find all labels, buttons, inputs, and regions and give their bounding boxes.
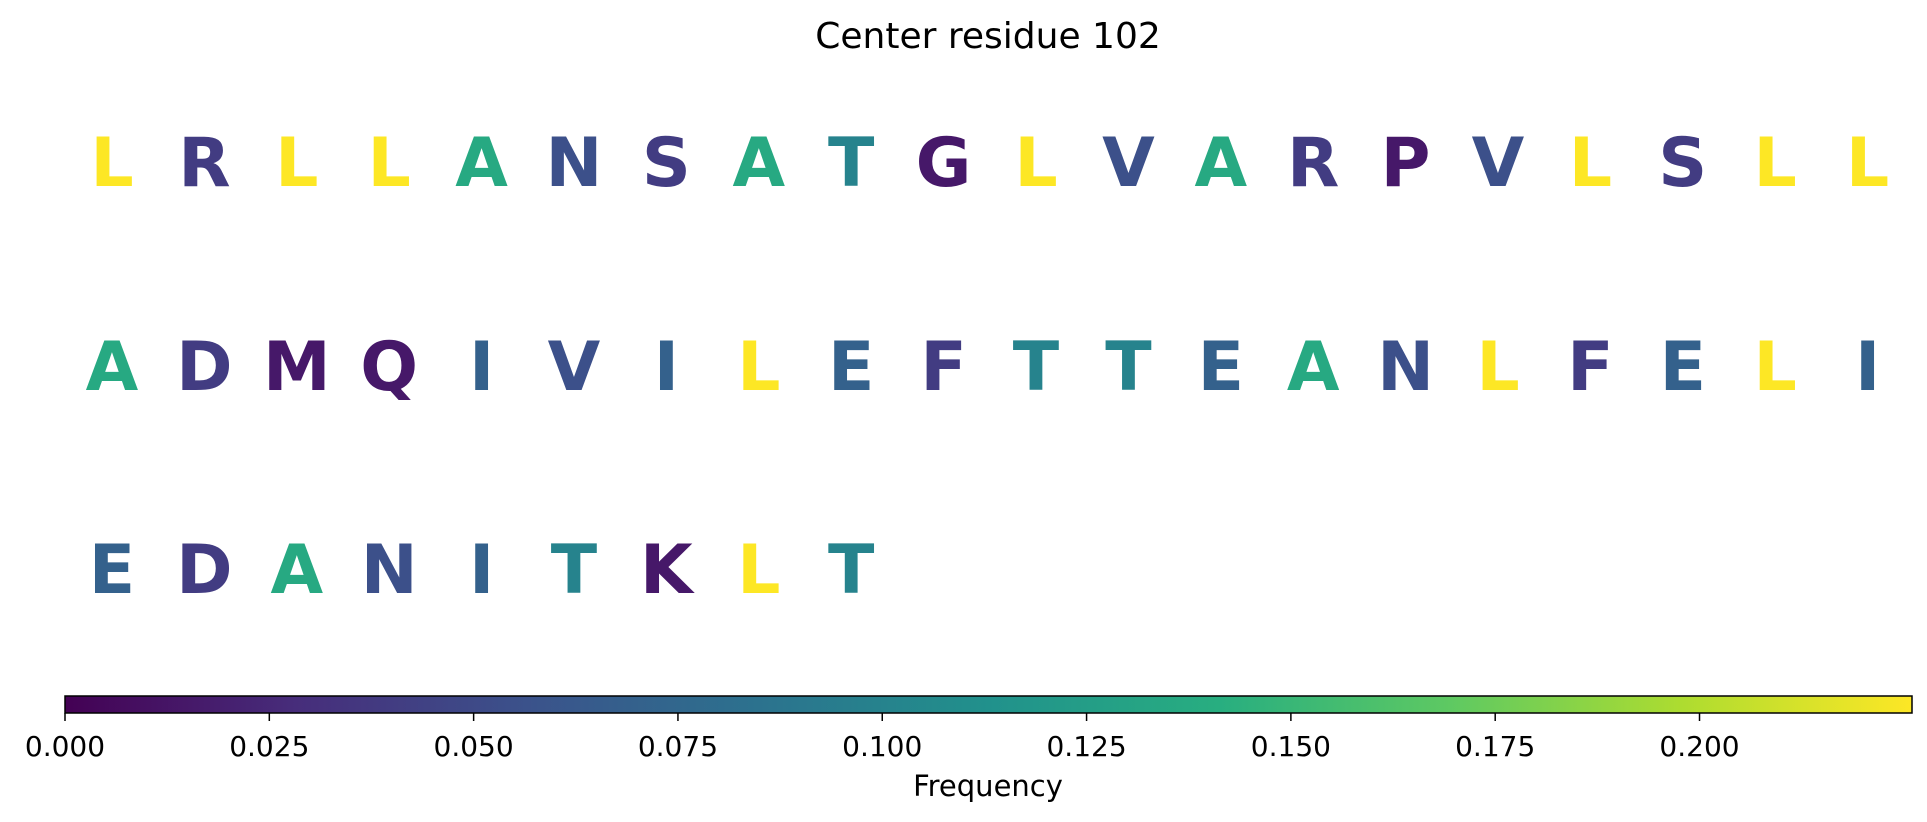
residue-17: L xyxy=(1569,124,1612,203)
residue-21: A xyxy=(86,328,139,407)
colorbar-tick-label: 0.150 xyxy=(1251,730,1331,763)
residue-26: V xyxy=(548,328,601,407)
colorbar-tick-label: 0.025 xyxy=(229,730,309,763)
colorbar-tick-label: 0.000 xyxy=(25,730,105,763)
residue-grid: L R L L A N S A T G L V A R P V L S L LA D M Q I V I L E F T T E A N L F E L I… xyxy=(86,124,1890,610)
residue-16: V xyxy=(1472,124,1525,203)
residue-45: I xyxy=(469,531,494,610)
residue-19: L xyxy=(1754,124,1797,203)
residue-36: L xyxy=(1476,328,1519,407)
residue-1: L xyxy=(90,124,133,203)
residue-46: T xyxy=(551,531,598,610)
colorbar-label: Frequency xyxy=(913,769,1063,803)
colorbar-tick-label: 0.125 xyxy=(1046,730,1126,763)
colorbar-tick-label: 0.075 xyxy=(638,730,718,763)
residue-12: V xyxy=(1102,124,1155,203)
residue-47: K xyxy=(640,531,695,610)
colorbar-tick-label: 0.050 xyxy=(434,730,514,763)
residue-20: L xyxy=(1846,124,1889,203)
residue-48: L xyxy=(737,531,780,610)
residue-8: A xyxy=(732,124,785,203)
residue-40: I xyxy=(1855,328,1880,407)
residue-27: I xyxy=(654,328,679,407)
residue-24: Q xyxy=(360,328,418,407)
residue-15: P xyxy=(1381,124,1431,203)
residue-10: G xyxy=(916,124,972,203)
residue-49: T xyxy=(828,531,875,610)
residue-41: E xyxy=(89,531,135,610)
residue-39: L xyxy=(1754,328,1797,407)
residue-23: M xyxy=(263,328,331,407)
chart-title: Center residue 102 xyxy=(815,16,1161,57)
colorbar xyxy=(64,695,1913,714)
colorbar-tick-label: 0.175 xyxy=(1455,730,1535,763)
residue-7: S xyxy=(642,124,691,203)
residue-33: E xyxy=(1198,328,1244,407)
residue-34: A xyxy=(1287,328,1340,407)
residue-13: A xyxy=(1194,124,1247,203)
residue-43: A xyxy=(270,531,323,610)
residue-3: L xyxy=(275,124,318,203)
residue-38: E xyxy=(1660,328,1706,407)
residue-11: L xyxy=(1014,124,1057,203)
residue-14: R xyxy=(1287,124,1339,203)
residue-9: T xyxy=(828,124,875,203)
residue-2: R xyxy=(178,124,230,203)
residue-44: N xyxy=(361,531,418,610)
residue-22: D xyxy=(176,328,232,407)
residue-37: F xyxy=(1567,328,1613,407)
residue-6: N xyxy=(546,124,603,203)
colorbar-tick-label: 0.200 xyxy=(1659,730,1739,763)
colorbar-tick-label: 0.100 xyxy=(842,730,922,763)
residue-32: T xyxy=(1105,328,1152,407)
residue-29: E xyxy=(828,328,874,407)
residue-18: S xyxy=(1658,124,1707,203)
residue-42: D xyxy=(176,531,232,610)
residue-25: I xyxy=(469,328,494,407)
colorbar-ticks: 0.000 0.025 0.050 0.075 0.100 0.125 0.150 0.175… xyxy=(25,713,1740,763)
residue-31: T xyxy=(1013,328,1060,407)
residue-5: A xyxy=(455,124,508,203)
residue-28: L xyxy=(737,328,780,407)
residue-30: F xyxy=(920,328,966,407)
residue-4: L xyxy=(368,124,411,203)
residue-35: N xyxy=(1377,328,1434,407)
